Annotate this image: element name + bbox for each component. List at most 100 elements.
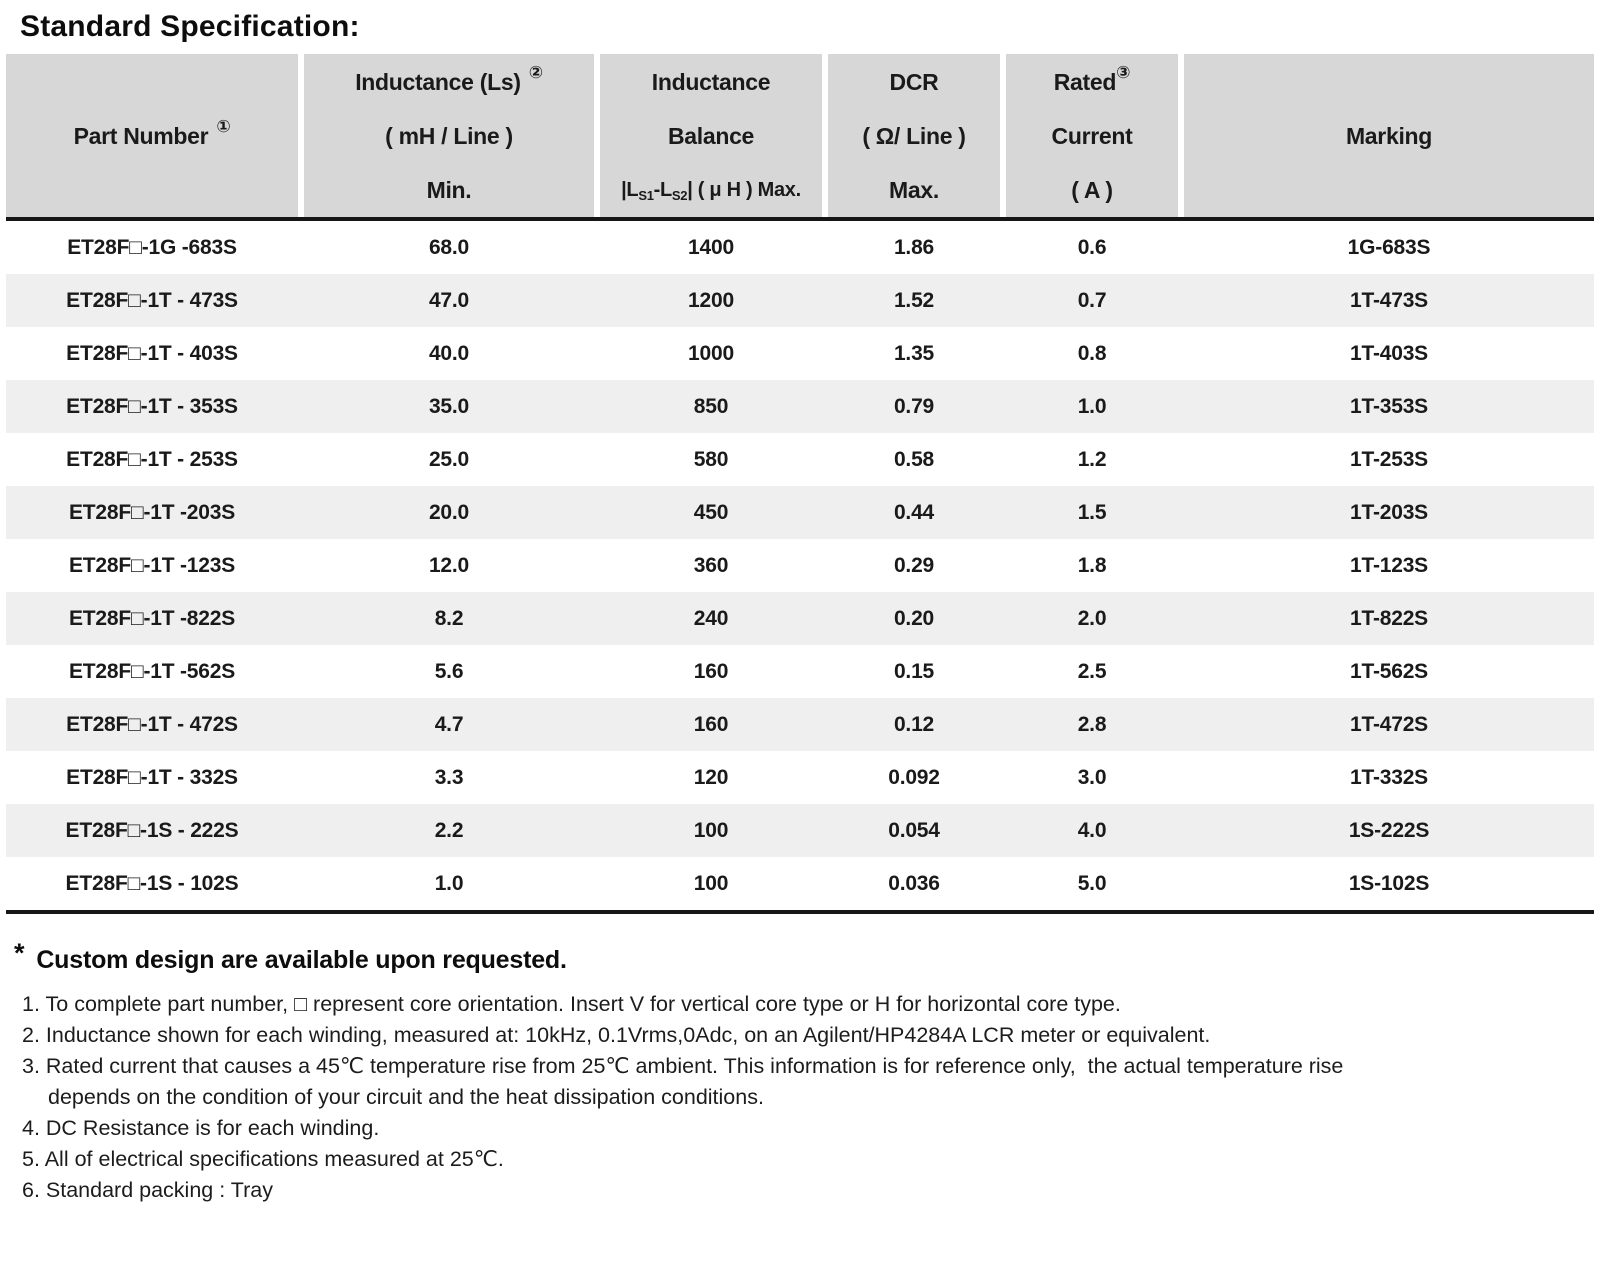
table-cell: 1400: [688, 236, 734, 259]
table-cell: ET28F□-1T -203S: [68, 501, 236, 524]
table-cell: 1.5: [1077, 501, 1107, 524]
table-cell: 1S-222S: [1348, 819, 1430, 842]
table-cell: 1T-253S: [1350, 448, 1428, 471]
footnote-line: 2. Inductance shown for each winding, me…: [22, 1023, 1211, 1047]
header-dcr: DCR ( Ω/ Line ) Max.: [828, 54, 1000, 217]
table-cell: ET28F□-1T - 332S: [66, 766, 238, 789]
table-cell: 120: [693, 766, 729, 789]
header-marking: Marking: [1184, 54, 1594, 217]
table-cell: 4.0: [1077, 819, 1107, 842]
table-cell: 1000: [688, 342, 734, 365]
table-cell: 5.0: [1077, 872, 1107, 895]
header-inductance: Inductance (Ls) ② ( mH / Line ) Min.: [304, 54, 594, 217]
table-cell: ET28F□-1S - 102S: [65, 872, 239, 895]
table-cell: 0.6: [1077, 236, 1107, 259]
table-cell: 1T-332S: [1350, 766, 1428, 789]
asterisk-mark: *: [14, 938, 25, 968]
table-cell: 1.86: [893, 236, 935, 259]
formula-subscript: S1: [638, 187, 654, 203]
table-cell: ET28F□-1T - 353S: [66, 395, 238, 418]
table-cell: 12.0: [428, 554, 470, 577]
table-row: ET28F□-1S - 102S 1.0 100 0.036 5.0 1S-102S: [6, 857, 1594, 910]
table-row: ET28F□-1T - 473S 47.0 1200 1.52 0.7 1T-473S: [6, 274, 1594, 327]
footnote-line: 4. DC Resistance is for each winding.: [22, 1116, 380, 1140]
table-row: ET28F□-1T -822S 8.2 240 0.20 2.0 1T-822S: [6, 592, 1594, 645]
header-balance-formula: |LS1-LS2| ( μ H ) Max.: [600, 163, 822, 217]
table-cell: 2.8: [1077, 713, 1107, 736]
header-text: Part Number: [73, 122, 209, 149]
footnote-line: 3. Rated current that causes a 45℃ tempe…: [22, 1054, 1344, 1078]
page-title: Standard Specification:: [20, 10, 360, 43]
table-header-row: Part Number ① Inductance (Ls) ② ( mH / Lin…: [6, 54, 1594, 217]
table-row: ET28F□-1T - 332S 3.3 120 0.092 3.0 1T-332S: [6, 751, 1594, 804]
table-cell: ET28F□-1T - 253S: [66, 448, 238, 471]
table-cell: 0.20: [893, 607, 935, 630]
header-inductance-balance: Inductance Balance |LS1-LS2| ( μ H ) Max…: [600, 54, 822, 217]
table-cell: 0.79: [893, 395, 935, 418]
table-row: ET28F□-1T -123S 12.0 360 0.29 1.8 1T-123S: [6, 539, 1594, 592]
formula-subscript: S2: [671, 187, 688, 203]
table-cell: 0.12: [893, 713, 935, 736]
header-spacer: [1184, 55, 1594, 109]
footnote-line: 6. Standard packing : Tray: [22, 1178, 273, 1202]
table-cell: ET28F□-1S - 222S: [65, 819, 239, 842]
table-cell: 0.15: [893, 660, 935, 683]
footnotes-list: 1. To complete part number, □ represent …: [22, 989, 1600, 1206]
table-cell: 1T-123S: [1350, 554, 1428, 577]
table-cell: ET28F□-1T -123S: [68, 554, 236, 577]
header-inductance-min: Min.: [426, 176, 472, 203]
footnote-line: depends on the condition of your circuit…: [48, 1085, 764, 1109]
table-cell: 0.092: [888, 766, 940, 789]
table-cell: 0.8: [1077, 342, 1107, 365]
header-spacer: [6, 163, 298, 217]
table-cell: ET28F□-1T -822S: [68, 607, 236, 630]
table-cell: 0.44: [893, 501, 935, 524]
table-cell: 40.0: [428, 342, 470, 365]
table-cell: 47.0: [428, 289, 470, 312]
header-balance-line1: Inductance: [651, 68, 771, 95]
formula-part: |L: [621, 178, 639, 201]
header-balance-line2: Balance: [667, 122, 755, 149]
table-cell: 3.3: [434, 766, 464, 789]
header-part-number-label: Part Number ①: [6, 109, 298, 163]
formula-part: | ( μ H ) Max.: [687, 178, 801, 201]
table-body: ET28F□-1G -683S 68.0 1400 1.86 0.6 1G-683S ET2…: [6, 221, 1594, 910]
table-cell: 360: [693, 554, 729, 577]
header-spacer: [1184, 163, 1594, 217]
table-cell: 1.0: [434, 872, 464, 895]
header-inductance-line1: Inductance (Ls) ②: [304, 55, 594, 109]
table-cell: 580: [693, 448, 729, 471]
table-cell: 1T-353S: [1350, 395, 1428, 418]
table-cell: 160: [693, 713, 729, 736]
table-cell: ET28F□-1T -562S: [68, 660, 236, 683]
table-cell: 450: [693, 501, 729, 524]
table-row: ET28F□-1G -683S 68.0 1400 1.86 0.6 1G-683S: [6, 221, 1594, 274]
table-cell: 160: [693, 660, 729, 683]
table-cell: 100: [693, 872, 729, 895]
table-cell: 1.2: [1077, 448, 1107, 471]
table-cell: 8.2: [434, 607, 464, 630]
table-bottom-rule: [6, 910, 1594, 914]
table-cell: ET28F□-1T - 403S: [66, 342, 238, 365]
table-cell: 850: [693, 395, 729, 418]
table-cell: 35.0: [428, 395, 470, 418]
table-cell: 3.0: [1077, 766, 1107, 789]
table-cell: 1T-822S: [1350, 607, 1428, 630]
table-cell: 0.58: [893, 448, 935, 471]
specification-table: Part Number ① Inductance (Ls) ② ( mH / Lin…: [6, 54, 1594, 914]
header-dcr-line1: DCR: [889, 68, 939, 95]
table-cell: 0.054: [888, 819, 940, 842]
table-cell: 2.2: [434, 819, 464, 842]
header-rated-current: Rated③ Current ( A ): [1006, 54, 1178, 217]
custom-design-note: * Custom design are available upon reques…: [14, 938, 1600, 975]
footnote-line: 1. To complete part number, □ represent …: [22, 992, 1121, 1016]
table-cell: 1S-102S: [1348, 872, 1430, 895]
footnote-ref-2: ②: [528, 62, 543, 82]
custom-design-note-text: Custom design are available upon request…: [36, 946, 567, 974]
table-cell: ET28F□-1T - 473S: [66, 289, 238, 312]
table-cell: ET28F□-1T - 472S: [66, 713, 238, 736]
table-row: ET28F□-1T -562S 5.6 160 0.15 2.5 1T-562S: [6, 645, 1594, 698]
table-cell: 0.036: [888, 872, 940, 895]
table-cell: 1.52: [893, 289, 935, 312]
table-cell: 68.0: [428, 236, 470, 259]
